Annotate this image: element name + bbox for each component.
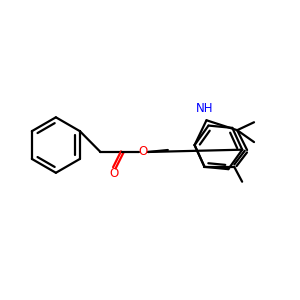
Text: O: O <box>138 146 148 158</box>
Text: O: O <box>110 167 119 180</box>
Text: NH: NH <box>196 102 213 115</box>
